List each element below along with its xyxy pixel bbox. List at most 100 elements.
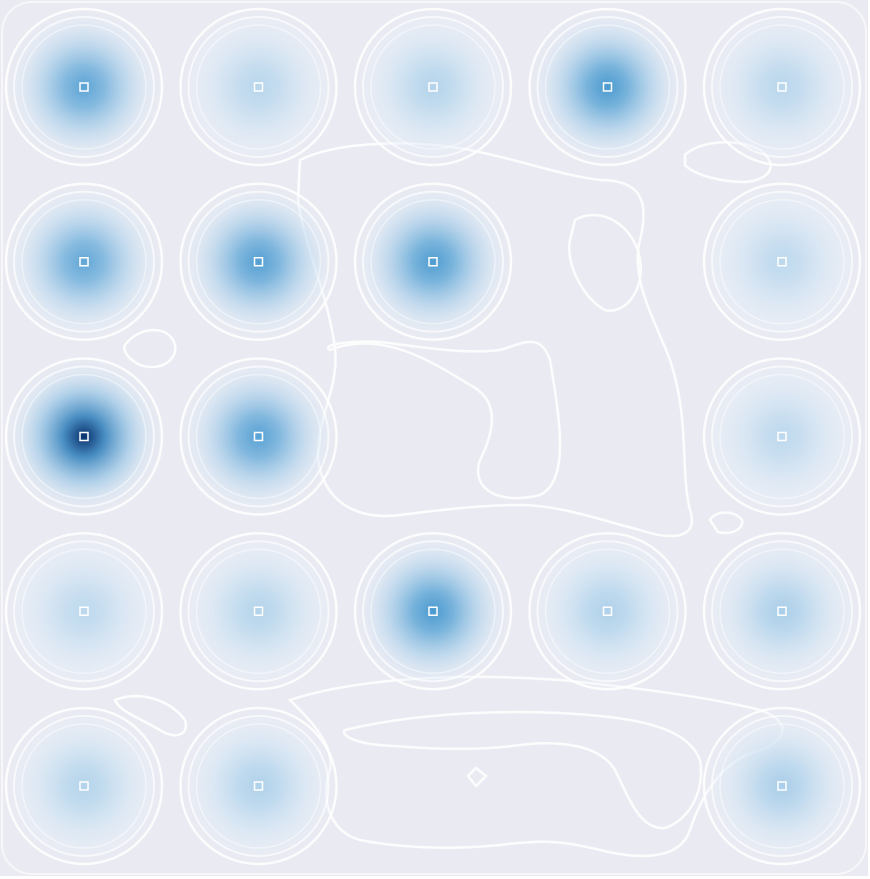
density-peak-center <box>253 257 264 267</box>
density-peak-contour <box>711 365 853 508</box>
density-peak-fill <box>700 354 864 519</box>
density-peak-contour <box>13 715 155 857</box>
density-peak-contour <box>179 7 338 167</box>
density-peak-fill <box>525 5 690 169</box>
density-peak-contour <box>195 723 322 849</box>
density-peak-contour <box>4 182 164 341</box>
density-peak-contour <box>179 532 338 691</box>
density-peak-fill <box>351 529 515 694</box>
density-peak-contour <box>528 7 687 167</box>
density-peak-contour <box>719 24 845 150</box>
density-peak-r4-c3 <box>351 529 515 694</box>
density-peak-contour <box>370 24 496 150</box>
contour-inner-region-7 <box>342 710 703 830</box>
density-peak-contour <box>719 548 845 674</box>
density-peak-fill <box>176 704 341 868</box>
density-peak-contour <box>353 182 513 341</box>
density-peak-center <box>79 82 89 92</box>
density-peak-center <box>777 431 787 442</box>
density-peak-contour <box>362 190 504 333</box>
density-peak-contour <box>21 24 147 150</box>
density-peak-r3-c2 <box>176 354 341 519</box>
density-peak-contour <box>719 723 845 849</box>
density-peak-contour <box>195 548 322 674</box>
density-peak-r3-c1 <box>2 354 166 519</box>
density-peak-fill <box>176 5 341 169</box>
density-peak-r2-c5 <box>700 179 864 344</box>
density-peak-contour <box>353 532 513 691</box>
density-peak-r5-c2 <box>176 704 341 868</box>
density-peak-fill <box>2 704 166 868</box>
density-peak-r4-c1 <box>2 529 166 694</box>
density-peak-contour <box>544 24 671 150</box>
density-peak-fill <box>2 5 166 169</box>
density-peak-fill <box>176 529 341 694</box>
density-peak-contour <box>187 16 330 158</box>
density-peak-contour <box>13 365 155 508</box>
density-peak-fill <box>2 179 166 344</box>
density-peak-contour <box>4 357 164 516</box>
density-peak-contour <box>21 373 147 500</box>
density-peak-center <box>428 82 438 92</box>
density-peak-contour <box>370 199 496 325</box>
density-peak-contour <box>179 357 338 516</box>
density-peak-contour <box>362 16 504 158</box>
density-peak-contour <box>711 16 853 158</box>
density-peak-center <box>79 781 89 791</box>
density-peak-r3-c5 <box>700 354 864 519</box>
density-peak-center <box>602 606 613 616</box>
density-peak-r1-c1 <box>2 5 166 169</box>
density-peak-contour <box>187 540 330 683</box>
density-peak-contour <box>719 199 845 325</box>
density-peak-contour <box>179 182 338 341</box>
density-peak-center <box>253 781 264 791</box>
density-peak-fill <box>2 354 166 519</box>
density-peak-contour <box>187 190 330 333</box>
density-peak-contour <box>702 357 862 516</box>
contour-inner-region-2 <box>567 213 643 312</box>
density-peak-contour <box>702 182 862 341</box>
density-peak-fill <box>700 704 864 868</box>
density-peak-center <box>253 606 264 616</box>
density-peak-contour <box>719 373 845 500</box>
density-peak-center <box>79 606 89 616</box>
density-peak-contour <box>195 24 322 150</box>
density-peak-fill <box>2 529 166 694</box>
density-peak-contour <box>13 540 155 683</box>
density-peak-contour <box>536 16 679 158</box>
density-peak-contour <box>13 190 155 333</box>
contour-inner-region-5 <box>708 511 744 535</box>
density-peak-r5-c5 <box>700 704 864 868</box>
density-peak-contour <box>195 199 322 325</box>
density-peak-contour <box>21 723 147 849</box>
density-peak-contour <box>711 190 853 333</box>
density-peak-contour <box>702 532 862 691</box>
density-peak-contour <box>711 540 853 683</box>
density-peak-fill <box>176 179 341 344</box>
density-peak-contour <box>353 7 513 167</box>
density-peak-contour <box>702 706 862 866</box>
density-peak-fill <box>700 529 864 694</box>
density-peak-fill <box>525 529 690 694</box>
density-peak-center <box>253 82 264 92</box>
contour-inner-region-4 <box>683 141 772 184</box>
density-peak-contour <box>544 548 671 674</box>
density-peak-center <box>79 257 89 267</box>
contour-inner-region-8 <box>113 694 188 737</box>
density-peak-contour <box>528 532 687 691</box>
density-peak-fill <box>176 354 341 519</box>
density-peak-r1-c3 <box>351 5 515 169</box>
density-peak-contour <box>187 715 330 857</box>
density-peak-contour <box>4 7 164 167</box>
density-peak-contour <box>21 548 147 674</box>
density-peak-r2-c2 <box>176 179 341 344</box>
density-peaks <box>2 5 864 868</box>
density-peak-r2-c1 <box>2 179 166 344</box>
density-peak-contour <box>702 7 862 167</box>
density-peak-contour <box>195 373 322 500</box>
density-peak-center <box>777 82 787 92</box>
density-peak-r1-c4 <box>525 5 690 169</box>
density-peak-r4-c2 <box>176 529 341 694</box>
